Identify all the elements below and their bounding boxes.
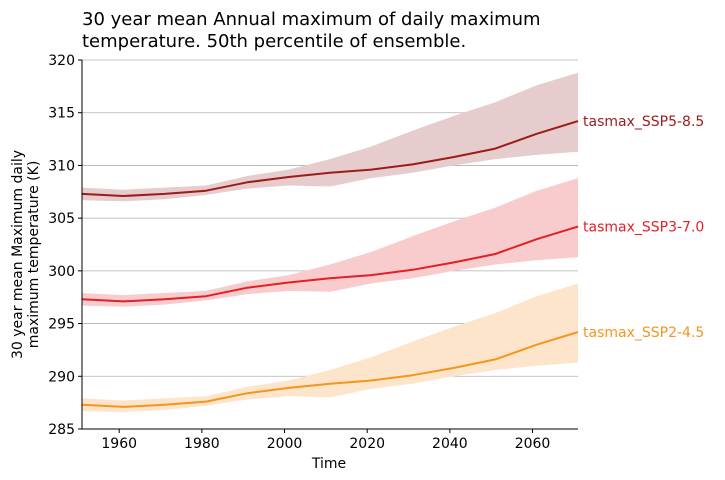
- series-line: [81, 120, 579, 197]
- x-tick-label: 2040: [432, 436, 468, 452]
- x-tick-label: 2020: [349, 436, 385, 452]
- y-tick-label: 310: [48, 158, 75, 174]
- y-axis-label-line: maximum temperature (K): [26, 161, 42, 349]
- uncertainty-bands: [82, 72, 578, 413]
- axes: [81, 60, 578, 430]
- series-labels: tasmax_SSP5-8.5 tasmax_SSP3-7.0 tasmax_SSP…: [583, 114, 704, 341]
- x-tick-label: 1980: [184, 436, 220, 452]
- series-label: tasmax_SSP2-4.5: [583, 325, 704, 341]
- series-band: [82, 72, 578, 202]
- x-tick-label: 2000: [267, 436, 303, 452]
- chart-title-line: temperature. 50th percentile of ensemble…: [82, 31, 466, 52]
- series-line: [81, 331, 579, 408]
- y-tick-label: 290: [48, 369, 75, 385]
- series-line: [81, 225, 579, 303]
- series-lines: [81, 120, 579, 408]
- series-label: tasmax_SSP3-7.0: [583, 220, 704, 236]
- y-tick-label: 320: [48, 53, 75, 69]
- series-band: [82, 283, 578, 413]
- x-tick-label: 2060: [515, 436, 551, 452]
- y-tick-label: 305: [48, 211, 75, 227]
- y-tick-label: 285: [48, 422, 75, 438]
- x-tick-label: 1960: [101, 436, 137, 452]
- x-axis-label: Time: [311, 456, 346, 472]
- y-tick-label: 295: [48, 317, 75, 333]
- y-axis-ticks: 285 290 295 300 305 310 315 320: [48, 53, 82, 438]
- y-axis-label: 30 year mean Maximum daily maximum temper…: [10, 150, 42, 359]
- x-axis-ticks: 1960 1980 2000 2020 2040 2060: [101, 429, 550, 452]
- series-label: tasmax_SSP5-8.5: [583, 114, 704, 130]
- chart-title-line: 30 year mean Annual maximum of daily max…: [82, 9, 541, 30]
- series-band: [82, 178, 578, 307]
- y-tick-label: 300: [48, 264, 75, 280]
- y-tick-label: 315: [48, 106, 75, 122]
- y-axis-label-line: 30 year mean Maximum daily: [10, 150, 26, 359]
- chart-title: 30 year mean Annual maximum of daily max…: [82, 9, 541, 52]
